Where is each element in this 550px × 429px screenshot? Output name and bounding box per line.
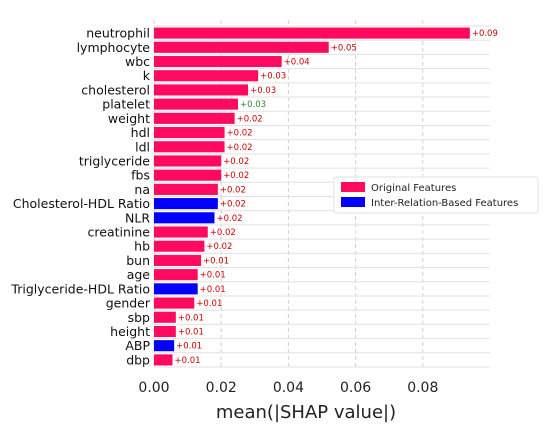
bar-13 xyxy=(154,212,215,224)
bar-value-label: +0.02 xyxy=(210,228,236,238)
bar-value-label: +0.01 xyxy=(203,256,229,266)
bar-16 xyxy=(154,254,202,266)
y-tick-label: creatinine xyxy=(88,225,151,240)
y-tick-label: Triglyceride-HDL Ratio xyxy=(10,281,150,296)
x-tick-label: 0.08 xyxy=(407,380,438,396)
bar-value-label: +0.01 xyxy=(200,271,226,281)
y-tick-labels: neutrophillymphocytewbckcholesterolplate… xyxy=(10,26,150,368)
y-tick-label: hb xyxy=(134,239,150,254)
y-tick-label: weight xyxy=(108,111,150,126)
y-tick-label: neutrophil xyxy=(86,26,150,41)
y-tick-label: wbc xyxy=(125,54,150,69)
y-tick-label: lymphocyte xyxy=(77,40,151,55)
y-tick-label: bun xyxy=(126,253,150,268)
y-tick-label: gender xyxy=(106,296,151,311)
bar-value-label: +0.03 xyxy=(260,72,286,82)
bar-value-label: +0.02 xyxy=(227,143,253,153)
bar-value-label: +0.02 xyxy=(216,214,242,224)
bar-14 xyxy=(154,226,208,238)
bar-20 xyxy=(154,311,176,323)
bar-value-label: +0.03 xyxy=(250,86,276,96)
bar-7 xyxy=(154,127,225,139)
bar-value-label: +0.02 xyxy=(237,114,263,124)
bar-value-label: +0.09 xyxy=(472,29,498,39)
y-tick-label: Cholesterol-HDL Ratio xyxy=(13,196,150,211)
bar-value-label: +0.05 xyxy=(331,43,357,53)
x-tick-label: 0.02 xyxy=(206,380,237,396)
y-tick-label: k xyxy=(143,68,151,83)
bar-21 xyxy=(154,325,176,338)
bar-value-label: +0.01 xyxy=(196,299,222,309)
x-tick-labels: 0.00 0.02 0.04 0.06 0.08 xyxy=(138,380,438,396)
bar-3 xyxy=(154,70,259,82)
bar-2 xyxy=(154,55,282,68)
legend-label-inter-relation: Inter-Relation-Based Features xyxy=(371,198,518,209)
bar-value-label: +0.02 xyxy=(223,157,249,167)
bar-8 xyxy=(154,141,225,153)
y-tick-label: triglyceride xyxy=(79,153,150,168)
bar-0 xyxy=(154,27,470,39)
legend-swatch-inter-relation xyxy=(341,197,365,207)
x-axis-title: mean(|SHAP value|) xyxy=(216,402,396,423)
bar-5 xyxy=(154,98,238,110)
x-tick-label: 0.04 xyxy=(273,380,304,396)
bar-4 xyxy=(154,84,249,96)
bar-11 xyxy=(154,183,218,195)
bar-value-label: +0.01 xyxy=(200,285,226,295)
bar-value-label: +0.01 xyxy=(178,327,204,337)
bar-23 xyxy=(154,354,173,366)
legend: Original Features Inter-Relation-Based F… xyxy=(333,176,539,214)
y-tick-label: hdl xyxy=(131,125,150,140)
y-tick-label: fbs xyxy=(131,168,150,183)
bar-value-label: +0.02 xyxy=(227,129,253,139)
x-tick-label: 0.06 xyxy=(340,380,371,396)
y-tick-label: ldl xyxy=(135,139,150,154)
grid-layer xyxy=(153,20,490,368)
bar-value-label: +0.04 xyxy=(284,58,310,68)
y-tick-label: na xyxy=(134,182,150,197)
bar-value-label: +0.01 xyxy=(178,313,204,323)
bar-10 xyxy=(154,169,222,181)
legend-label-original: Original Features xyxy=(371,183,456,194)
y-tick-label: sbp xyxy=(128,310,150,325)
legend-box xyxy=(333,176,539,214)
bar-19 xyxy=(154,297,195,309)
y-tick-label: cholesterol xyxy=(81,82,150,97)
bar-15 xyxy=(154,240,205,252)
bar-22 xyxy=(154,340,175,352)
bar-value-label: +0.03 xyxy=(240,100,266,110)
bar-6 xyxy=(154,112,235,124)
y-tick-label: age xyxy=(127,267,151,282)
bar-value-label: +0.02 xyxy=(206,242,232,252)
bar-value-label: +0.01 xyxy=(176,342,202,352)
y-tick-label: height xyxy=(110,324,150,339)
bar-layer: +0.09 +0.05 +0.04 +0.03 +0.03 +0.03 +0.02 +0.02… xyxy=(154,27,498,366)
bar-value-label: +0.01 xyxy=(174,356,200,366)
bar-value-label: +0.02 xyxy=(223,171,249,181)
legend-swatch-original xyxy=(341,182,365,192)
x-tick-label: 0.00 xyxy=(138,380,169,396)
bar-17 xyxy=(154,269,198,281)
y-tick-label: dbp xyxy=(126,352,150,367)
bar-1 xyxy=(154,41,329,53)
bar-12 xyxy=(154,198,218,210)
bar-value-label: +0.02 xyxy=(220,200,246,210)
bar-9 xyxy=(154,155,222,167)
y-tick-label: ABP xyxy=(125,338,150,353)
y-tick-label: NLR xyxy=(125,210,150,225)
bar-18 xyxy=(154,283,198,295)
bar-value-label: +0.02 xyxy=(220,185,246,195)
y-tick-label: platelet xyxy=(102,97,150,112)
